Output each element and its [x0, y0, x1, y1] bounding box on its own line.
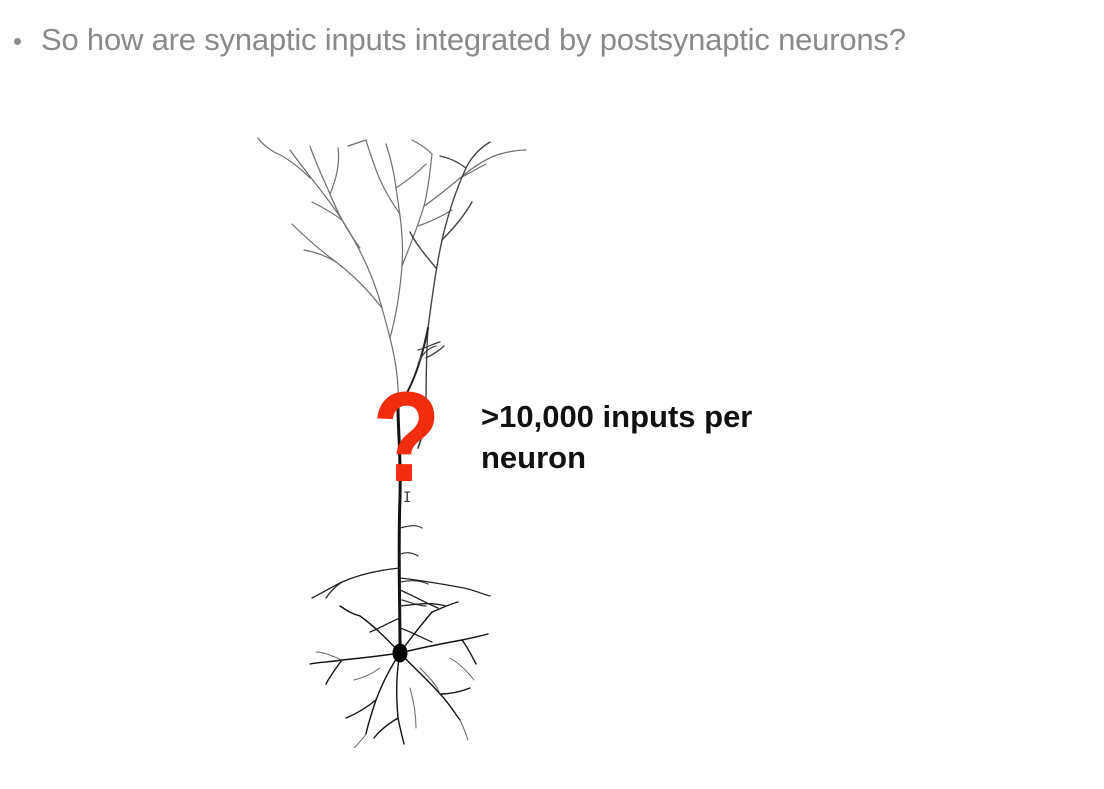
text-cursor-icon: I	[403, 490, 412, 506]
bullet-dot-icon	[14, 37, 21, 45]
question-mark: ?	[372, 366, 441, 509]
pyramidal-neuron-icon	[250, 128, 550, 748]
bullet-text: So how are synaptic inputs integrated by…	[41, 22, 906, 57]
bullet-item: So how are synaptic inputs integrated by…	[14, 22, 906, 58]
inputs-callout: >10,000 inputs per neuron	[481, 399, 753, 475]
